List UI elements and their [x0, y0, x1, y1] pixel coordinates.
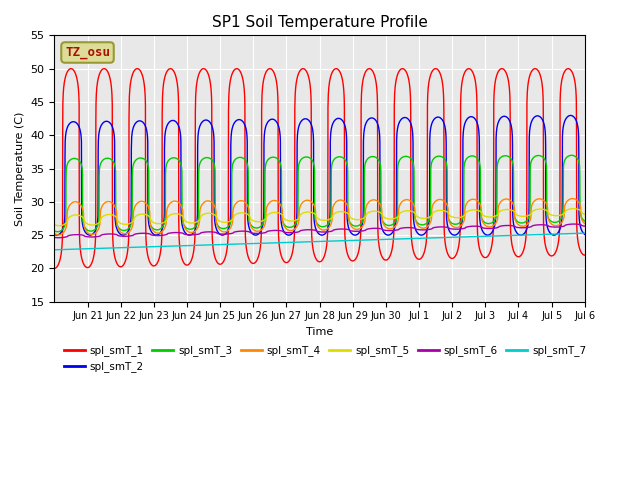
- spl_smT_4: [581, 221, 589, 227]
- Line: spl_smT_5: spl_smT_5: [54, 209, 585, 226]
- spl_smT_3: [435, 153, 442, 159]
- spl_smT_2: [500, 113, 508, 119]
- spl_smT_4: [51, 230, 58, 236]
- spl_smT_3: [51, 228, 58, 234]
- spl_smT_7: [159, 243, 167, 249]
- Line: spl_smT_7: spl_smT_7: [54, 233, 585, 250]
- spl_smT_4: [468, 196, 476, 202]
- spl_smT_6: [575, 221, 583, 227]
- spl_smT_3: [581, 218, 589, 224]
- X-axis label: Time: Time: [306, 327, 333, 337]
- spl_smT_5: [500, 207, 508, 213]
- spl_smT_1: [159, 86, 167, 92]
- Title: SP1 Soil Temperature Profile: SP1 Soil Temperature Profile: [212, 15, 428, 30]
- spl_smT_4: [388, 226, 396, 231]
- spl_smT_3: [159, 223, 167, 229]
- spl_smT_6: [581, 223, 589, 229]
- spl_smT_5: [570, 206, 577, 212]
- spl_smT_4: [500, 197, 508, 203]
- spl_smT_6: [388, 228, 396, 233]
- spl_smT_4: [159, 228, 167, 233]
- spl_smT_7: [51, 247, 58, 252]
- Line: spl_smT_4: spl_smT_4: [54, 199, 585, 235]
- spl_smT_1: [575, 243, 583, 249]
- spl_smT_1: [434, 67, 442, 73]
- spl_smT_7: [581, 230, 589, 236]
- spl_smT_1: [564, 66, 572, 72]
- Line: spl_smT_1: spl_smT_1: [54, 69, 585, 268]
- Legend: spl_smT_1, spl_smT_2, spl_smT_3, spl_smT_4, spl_smT_5, spl_smT_6, spl_smT_7: spl_smT_1, spl_smT_2, spl_smT_3, spl_smT…: [60, 341, 591, 376]
- spl_smT_5: [56, 223, 63, 228]
- spl_smT_3: [388, 222, 396, 228]
- spl_smT_1: [500, 66, 508, 72]
- spl_smT_1: [581, 252, 589, 258]
- spl_smT_6: [159, 232, 167, 238]
- spl_smT_2: [468, 114, 476, 120]
- spl_smT_1: [51, 265, 58, 271]
- spl_smT_2: [435, 114, 442, 120]
- spl_smT_7: [468, 234, 476, 240]
- spl_smT_5: [51, 222, 58, 228]
- Text: TZ_osu: TZ_osu: [65, 46, 110, 59]
- spl_smT_1: [387, 250, 395, 255]
- spl_smT_4: [569, 196, 577, 202]
- spl_smT_2: [581, 231, 589, 237]
- spl_smT_2: [575, 215, 583, 220]
- spl_smT_3: [500, 153, 508, 159]
- spl_smT_5: [575, 207, 583, 213]
- spl_smT_7: [434, 235, 442, 240]
- spl_smT_7: [575, 230, 582, 236]
- spl_smT_2: [159, 223, 167, 228]
- spl_smT_5: [581, 212, 589, 217]
- Line: spl_smT_3: spl_smT_3: [54, 156, 585, 232]
- spl_smT_6: [570, 221, 578, 227]
- spl_smT_6: [468, 223, 476, 229]
- spl_smT_2: [388, 231, 396, 237]
- spl_smT_2: [566, 112, 574, 118]
- spl_smT_6: [500, 223, 508, 228]
- Line: spl_smT_2: spl_smT_2: [54, 115, 585, 235]
- spl_smT_6: [54, 235, 62, 240]
- spl_smT_6: [51, 235, 58, 240]
- spl_smT_4: [435, 197, 442, 203]
- Line: spl_smT_6: spl_smT_6: [54, 224, 585, 238]
- spl_smT_1: [468, 68, 476, 74]
- spl_smT_6: [435, 224, 442, 230]
- spl_smT_5: [468, 207, 476, 213]
- spl_smT_3: [568, 153, 575, 158]
- spl_smT_2: [53, 232, 61, 238]
- spl_smT_3: [468, 153, 476, 159]
- spl_smT_4: [54, 232, 62, 238]
- spl_smT_2: [51, 231, 58, 237]
- spl_smT_3: [575, 160, 583, 166]
- spl_smT_4: [575, 200, 583, 206]
- spl_smT_5: [435, 208, 442, 214]
- spl_smT_5: [388, 216, 396, 222]
- spl_smT_3: [54, 229, 61, 235]
- spl_smT_7: [500, 233, 508, 239]
- spl_smT_7: [387, 236, 395, 242]
- spl_smT_5: [159, 220, 167, 226]
- Y-axis label: Soil Temperature (C): Soil Temperature (C): [15, 111, 25, 226]
